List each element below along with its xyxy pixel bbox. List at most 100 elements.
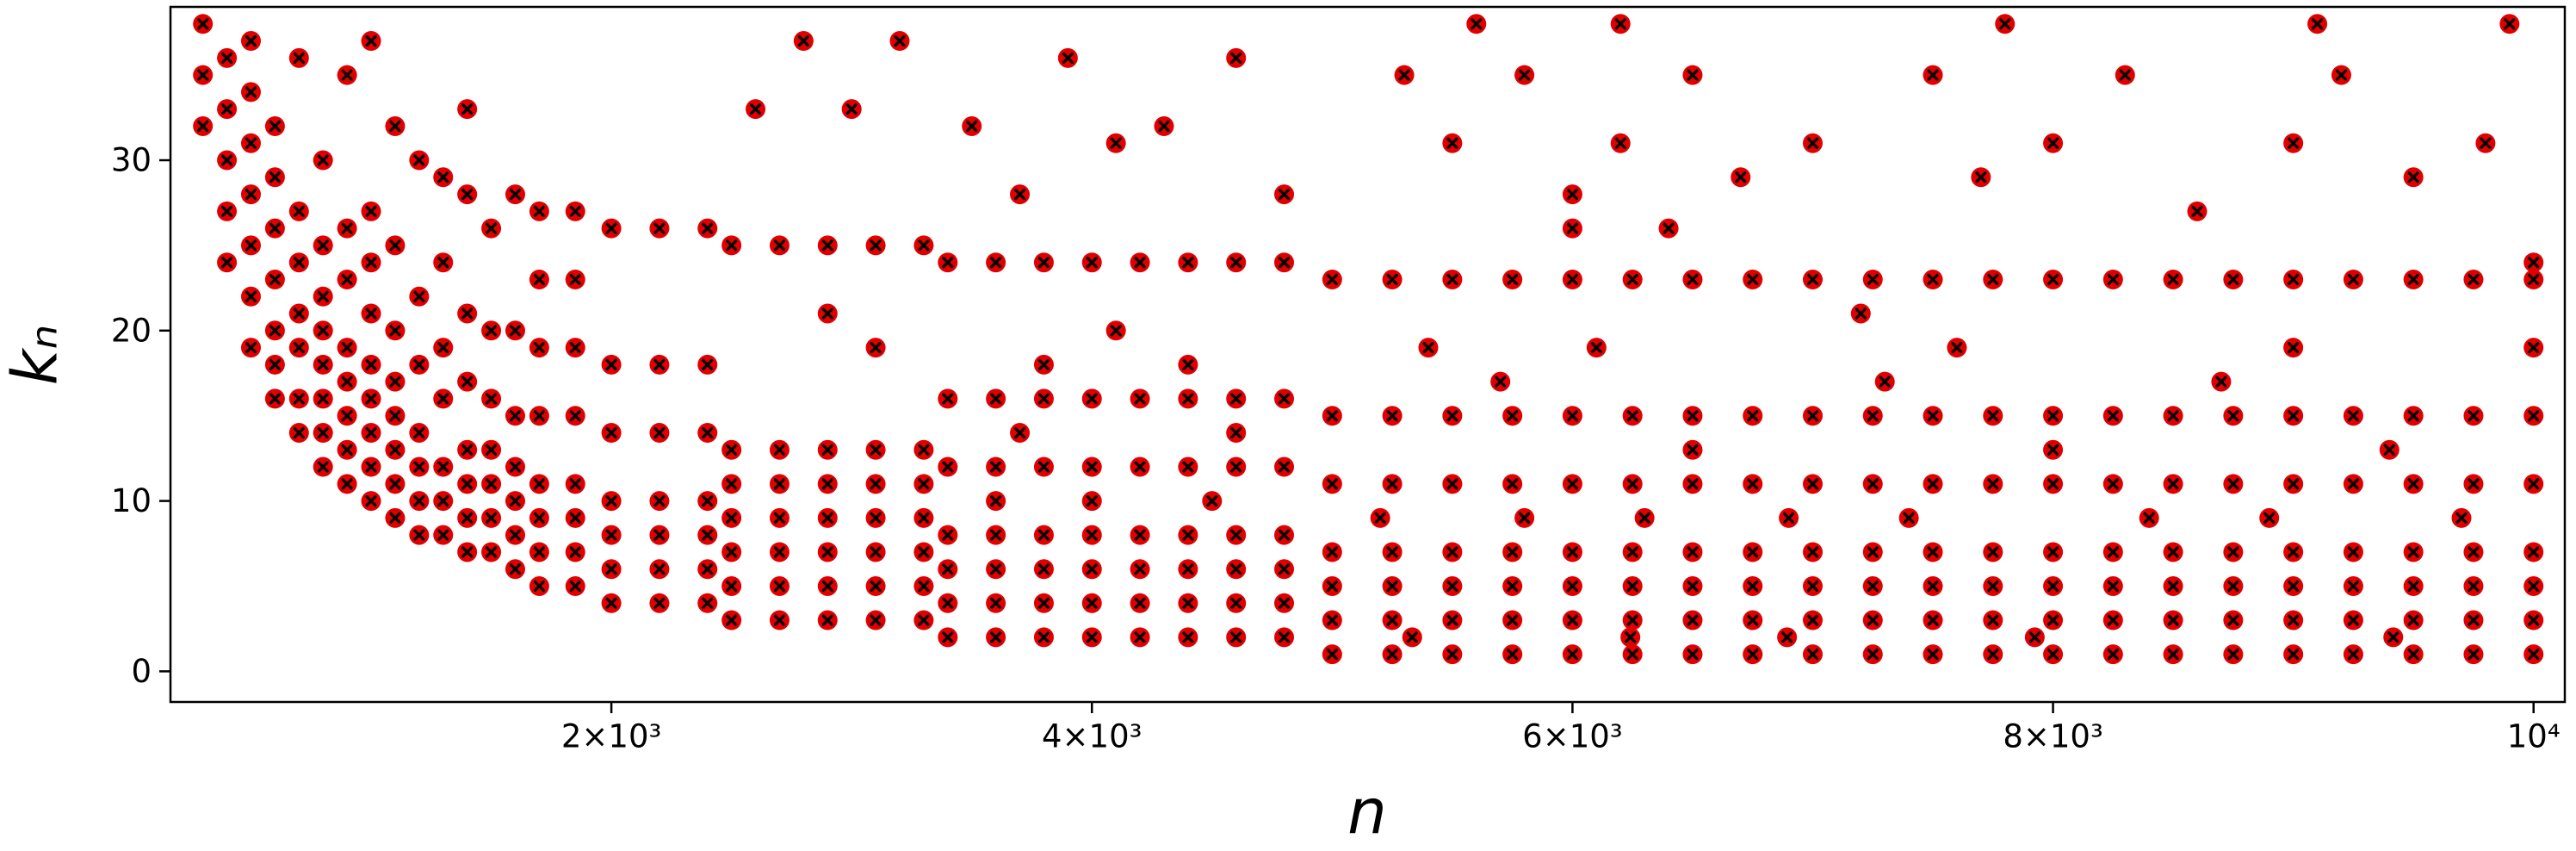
point <box>2343 576 2363 596</box>
point <box>1226 627 1247 648</box>
point <box>817 439 838 460</box>
point-cross <box>365 307 377 320</box>
point <box>1442 576 1463 596</box>
point <box>1562 610 1582 630</box>
point-cross <box>1134 631 1146 643</box>
point-cross <box>1013 188 1026 201</box>
point-cross <box>894 34 906 47</box>
point <box>1178 252 1198 273</box>
point-cross <box>2335 69 2348 81</box>
point <box>313 388 333 409</box>
point-cross <box>605 529 617 541</box>
point <box>361 491 381 512</box>
point-cross <box>726 546 738 558</box>
point-cross <box>990 563 1002 575</box>
point-cross <box>1806 580 1819 593</box>
point-cross <box>485 393 498 405</box>
point <box>1995 14 2016 34</box>
point <box>409 525 430 545</box>
point-cross <box>389 444 401 456</box>
point <box>1562 474 1582 494</box>
point-cross <box>1687 580 1699 593</box>
point-cross <box>1747 649 1759 661</box>
point <box>769 542 790 562</box>
point-cross <box>1326 614 1338 626</box>
point <box>1274 559 1295 580</box>
point <box>565 542 585 562</box>
point <box>1081 388 1102 409</box>
point-cross <box>2528 273 2540 286</box>
y-tick-label: 20 <box>111 312 152 349</box>
point-cross <box>437 393 449 405</box>
point <box>2163 644 2183 665</box>
point <box>601 559 622 580</box>
point-cross <box>569 512 581 524</box>
point <box>601 525 622 545</box>
point-cross <box>1806 137 1819 149</box>
point <box>1322 542 1342 562</box>
point <box>1130 388 1150 409</box>
point <box>457 184 478 205</box>
point-cross <box>2528 341 2540 354</box>
point-cross <box>1987 580 1999 593</box>
point-cross <box>1625 631 1637 643</box>
point <box>2163 542 2183 562</box>
point-cross <box>269 358 281 370</box>
point-cross <box>1037 257 1050 269</box>
point <box>433 167 454 188</box>
point <box>1779 507 1799 528</box>
point-cross <box>726 614 738 626</box>
point <box>1622 269 1643 289</box>
point-cross <box>1519 512 1531 524</box>
point-cross <box>1626 410 1638 422</box>
point-cross <box>1879 376 1891 388</box>
point-cross <box>870 614 882 626</box>
point-cross <box>341 376 353 388</box>
point-cross <box>1614 18 1626 30</box>
point <box>1622 610 1643 630</box>
point-cross <box>2047 580 2059 593</box>
point <box>2523 644 2544 665</box>
point <box>481 474 502 494</box>
point-cross <box>918 239 930 252</box>
point-cross <box>341 341 353 354</box>
point <box>817 576 838 596</box>
point <box>481 218 502 239</box>
point <box>1874 371 1895 392</box>
point <box>986 559 1006 580</box>
point <box>2523 542 2544 562</box>
point-cross <box>365 495 377 507</box>
point-cross <box>918 580 930 593</box>
point-cross <box>2028 631 2040 643</box>
point-cross <box>437 461 449 473</box>
point <box>1971 167 1991 188</box>
point-cross <box>2347 649 2360 661</box>
point-cross <box>1867 614 1879 626</box>
point-cross <box>653 426 666 439</box>
point-cross <box>1158 120 1170 133</box>
point <box>2343 644 2363 665</box>
point <box>1620 627 1641 648</box>
point-cross <box>461 546 474 558</box>
point <box>1862 542 1883 562</box>
point-cross <box>1927 649 1939 661</box>
point-cross <box>1386 410 1398 422</box>
point-cross <box>1446 546 1458 558</box>
point-cross <box>485 478 498 490</box>
point-cross <box>1626 580 1638 593</box>
point <box>2523 269 2544 289</box>
point <box>529 576 549 596</box>
point-cross <box>413 358 425 370</box>
point-cross <box>1134 563 1146 575</box>
point-cross <box>1446 273 1458 286</box>
x-tick-label: 6×10³ <box>1522 718 1622 755</box>
point-cross <box>485 222 498 234</box>
point <box>913 507 934 528</box>
point-cross <box>1230 563 1242 575</box>
point <box>337 406 357 426</box>
point-cross <box>821 580 833 593</box>
point <box>2259 507 2280 528</box>
point-cross <box>2227 273 2239 286</box>
point <box>2102 406 2123 426</box>
point <box>505 457 525 477</box>
